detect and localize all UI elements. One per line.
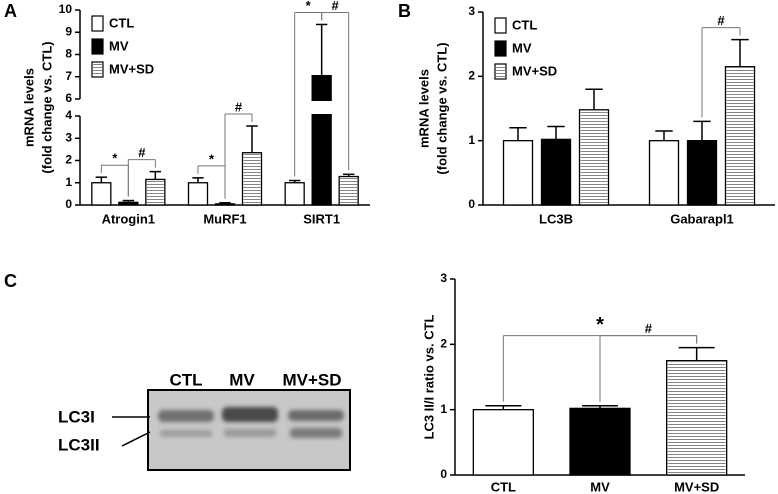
- annotation: #: [235, 99, 243, 114]
- annotation: *: [306, 0, 312, 13]
- legend-label: MV: [512, 40, 532, 55]
- y-axis-label: mRNA levels: [416, 69, 431, 148]
- annotation: *: [209, 151, 215, 166]
- band-label: LC3I: [58, 407, 95, 426]
- y-tick-label: 2: [468, 69, 475, 83]
- x-tick-label: Gabarapl1: [670, 211, 734, 226]
- y-tick-label: 2: [65, 153, 72, 167]
- bar: [187, 182, 209, 206]
- legend-swatch: [494, 17, 507, 34]
- y-tick-label: 7: [65, 69, 72, 83]
- bar: [472, 409, 534, 476]
- y-axis-label: (fold change vs. CTL): [434, 42, 449, 174]
- y-axis-label: mRNA levels: [21, 68, 36, 147]
- y-tick-label: 8: [65, 47, 72, 61]
- bar: [311, 74, 332, 206]
- y-tick-label: 1: [440, 402, 447, 416]
- legend-label: CTL: [512, 17, 537, 32]
- y-tick-label: 3: [468, 4, 475, 18]
- y-tick-label: 4: [65, 108, 72, 122]
- panel-label: C: [4, 271, 17, 291]
- y-axis-label: LC3 II/I ratio vs. CTL: [421, 314, 436, 439]
- axis-break: [77, 100, 83, 115]
- bar-hatch: [726, 67, 754, 204]
- bar: [540, 138, 572, 206]
- annotation: #: [332, 0, 340, 13]
- lane-label: MV: [229, 370, 255, 389]
- x-tick-label: CTL: [491, 479, 516, 494]
- x-tick-label: MuRF1: [203, 211, 246, 226]
- bar-hatch: [243, 153, 261, 204]
- y-tick-label: 9: [65, 24, 72, 38]
- bar: [686, 140, 718, 206]
- x-tick-label: Atrogin1: [102, 211, 155, 226]
- panel-label: A: [4, 1, 17, 21]
- y-tick-label: 0: [468, 197, 475, 211]
- bar: [648, 140, 680, 206]
- y-tick-label: 10: [59, 2, 73, 16]
- annotation: *: [112, 151, 118, 166]
- bar: [214, 203, 236, 206]
- legend-label: CTL: [109, 15, 134, 30]
- bar: [569, 407, 631, 476]
- x-tick-label: MV: [590, 479, 610, 494]
- y-tick-label: 1: [65, 175, 72, 189]
- legend-swatch: [494, 40, 507, 57]
- y-tick-label: 1: [468, 133, 475, 147]
- bar-hatch: [340, 177, 358, 204]
- bar-hatch: [146, 180, 164, 204]
- annotation: #: [138, 145, 146, 160]
- x-tick-label: SIRT1: [303, 211, 340, 226]
- annotation: #: [645, 321, 653, 336]
- legend-swatch: [91, 15, 104, 32]
- band-label: LC3II: [58, 435, 100, 454]
- legend-label: MV+SD: [109, 61, 154, 76]
- legend-hatch: [496, 65, 505, 78]
- axis-break: [311, 101, 333, 114]
- y-tick-label: 3: [440, 271, 447, 285]
- legend-label: MV+SD: [512, 63, 557, 78]
- y-axis-label: (fold change vs. CTL): [39, 41, 54, 173]
- legend-swatch: [91, 38, 104, 55]
- y-tick-label: 6: [65, 91, 72, 105]
- y-tick-label: 3: [65, 130, 72, 144]
- panel-label: B: [398, 1, 411, 21]
- bar: [91, 182, 112, 206]
- y-tick-label: 0: [65, 197, 72, 211]
- annotation: #: [717, 13, 725, 28]
- legend-label: MV: [109, 38, 129, 53]
- bar: [502, 140, 534, 206]
- bar: [284, 182, 305, 206]
- bar: [118, 201, 139, 206]
- bar-hatch: [580, 110, 608, 204]
- blot: CTL MV MV+SD LC3I LC3II: [58, 370, 351, 471]
- lane-label: CTL: [169, 370, 202, 389]
- bar-hatch: [667, 361, 726, 474]
- x-tick-label: MV+SD: [674, 479, 719, 494]
- lane-label: MV+SD: [282, 370, 341, 389]
- legend-hatch: [93, 63, 102, 76]
- y-tick-label: 0: [440, 467, 447, 481]
- y-tick-label: 2: [440, 337, 447, 351]
- annotation: *: [596, 314, 604, 336]
- x-tick-label: LC3B: [539, 211, 573, 226]
